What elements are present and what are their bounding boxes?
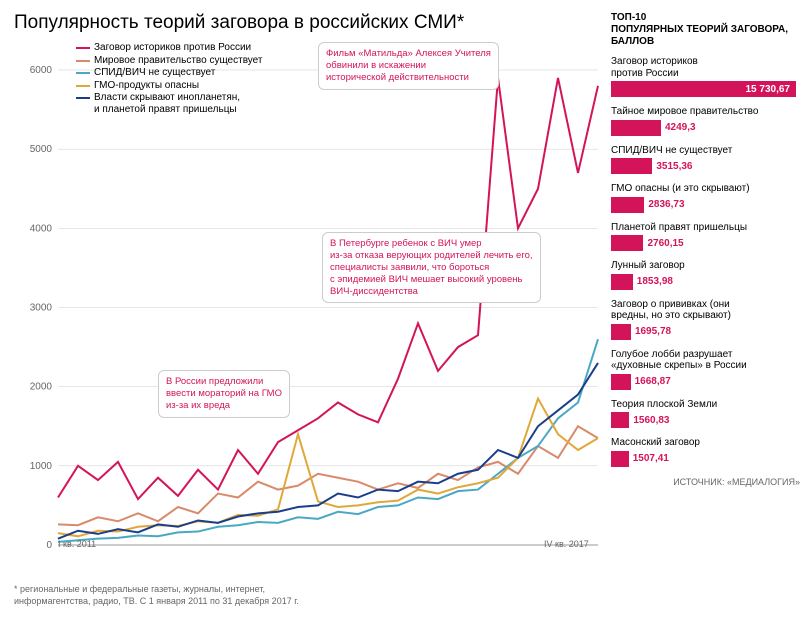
- bar-row: 1507,41: [611, 451, 800, 467]
- bar-rect: [611, 197, 644, 213]
- legend-label: ГМО-продукты опасны: [94, 80, 199, 92]
- callout: В России предложиливвести мораторий на Г…: [158, 370, 290, 418]
- bar-value: 1507,41: [633, 453, 669, 464]
- legend-item: Власти скрывают инопланетян,и планетой п…: [76, 92, 263, 115]
- bar-item: Лунный заговор 1853,98: [611, 260, 800, 290]
- root: Популярность теорий заговора в российски…: [0, 0, 810, 632]
- bar-item: Масонский заговор 1507,41: [611, 437, 800, 467]
- bar-label: Планетой правят пришельцы: [611, 222, 800, 234]
- bar-row: 3515,36: [611, 158, 800, 174]
- bar-item: Тайное мировое правительство 4249,3: [611, 106, 800, 136]
- bar-rect: [611, 412, 629, 428]
- bar-value: 15 730,67: [746, 84, 791, 95]
- bar-rect: [611, 120, 661, 136]
- svg-text:3000: 3000: [30, 303, 53, 314]
- svg-text:0: 0: [46, 540, 52, 551]
- legend-label: Власти скрывают инопланетян,и планетой п…: [94, 92, 240, 115]
- bar-value: 1668,87: [635, 376, 671, 387]
- bar-item: ГМО опасны (и это скрывают) 2836,73: [611, 183, 800, 213]
- legend-swatch: [76, 85, 90, 87]
- legend-label: СПИД/ВИЧ не существует: [94, 67, 215, 79]
- x-end-label: IV кв. 2017: [544, 539, 589, 549]
- legend-item: Мировое правительство существует: [76, 55, 263, 67]
- bar-label: Голубое лобби разрушает«духовные скрепы»…: [611, 349, 800, 372]
- bar-row: 15 730,67: [611, 81, 800, 97]
- bar-value: 1853,98: [637, 276, 673, 287]
- bar-rect: [611, 274, 633, 290]
- bar-item: Планетой правят пришельцы 2760,15: [611, 222, 800, 252]
- bar-label: Тайное мировое правительство: [611, 106, 800, 118]
- top10-panel: ТОП-10ПОПУЛЯРНЫХ ТЕОРИЙ ЗАГОВОРА,БАЛЛОВ …: [605, 0, 810, 632]
- bar-label: ГМО опасны (и это скрывают): [611, 183, 800, 195]
- bar-label: Масонский заговор: [611, 437, 800, 449]
- bar-label: Заговор о прививках (онивредны, но это с…: [611, 299, 800, 322]
- legend-item: Заговор историков против России: [76, 42, 263, 54]
- bar-item: Заговор о прививках (онивредны, но это с…: [611, 299, 800, 340]
- bar-rect: [611, 324, 631, 340]
- bar-rect: [611, 158, 652, 174]
- bar-label: Лунный заговор: [611, 260, 800, 272]
- bar-rect: [611, 451, 629, 467]
- x-start-label: I кв. 2011: [58, 539, 96, 549]
- bar-row: 2760,15: [611, 235, 800, 251]
- bar-rect: [611, 374, 631, 390]
- legend-swatch: [76, 60, 90, 62]
- top10-bars: Заговор историковпротив России 15 730,67 Т…: [611, 56, 800, 467]
- top10-title: ТОП-10ПОПУЛЯРНЫХ ТЕОРИЙ ЗАГОВОРА,БАЛЛОВ: [611, 12, 800, 48]
- bar-item: Голубое лобби разрушает«духовные скрепы»…: [611, 349, 800, 390]
- legend-item: СПИД/ВИЧ не существует: [76, 67, 263, 79]
- callout: Фильм «Матильда» Алексея Учителяобвинили…: [318, 42, 499, 90]
- legend-label: Мировое правительство существует: [94, 55, 263, 67]
- svg-text:6000: 6000: [30, 65, 53, 76]
- bar-row: 1853,98: [611, 274, 800, 290]
- line-chart: 0 1000 2000 3000 4000 5000 6000: [14, 40, 604, 580]
- bar-value: 4249,3: [665, 122, 696, 133]
- bar-value: 2760,15: [647, 238, 683, 249]
- bar-item: СПИД/ВИЧ не существует 3515,36: [611, 145, 800, 175]
- legend-swatch: [76, 47, 90, 49]
- bar-item: Заговор историковпротив России 15 730,67: [611, 56, 800, 97]
- svg-text:5000: 5000: [30, 144, 53, 155]
- bar-row: 1695,78: [611, 324, 800, 340]
- callout: В Петербурге ребенок с ВИЧ умериз-за отк…: [322, 232, 541, 303]
- legend: Заговор историков против РоссииМировое п…: [76, 42, 263, 116]
- source-label: ИСТОЧНИК: «МЕДИАЛОГИЯ»: [611, 477, 800, 487]
- legend-item: ГМО-продукты опасны: [76, 80, 263, 92]
- bar-label: СПИД/ВИЧ не существует: [611, 145, 800, 157]
- bar-item: Теория плоской Земли 1560,83: [611, 399, 800, 429]
- bar-row: 2836,73: [611, 197, 800, 213]
- bar-row: 1668,87: [611, 374, 800, 390]
- bar-row: 4249,3: [611, 120, 800, 136]
- bar-value: 3515,36: [656, 161, 692, 172]
- svg-text:1000: 1000: [30, 461, 53, 472]
- bar-label: Заговор историковпротив России: [611, 56, 800, 79]
- legend-label: Заговор историков против России: [94, 42, 251, 54]
- footnote: * региональные и федеральные газеты, жур…: [14, 584, 605, 607]
- bar-value: 1560,83: [633, 415, 669, 426]
- bar-label: Теория плоской Земли: [611, 399, 800, 411]
- bar-row: 1560,83: [611, 412, 800, 428]
- svg-text:4000: 4000: [30, 223, 53, 234]
- main-title: Популярность теорий заговора в российски…: [14, 12, 605, 34]
- legend-swatch: [76, 72, 90, 74]
- bar-rect: [611, 235, 643, 251]
- legend-swatch: [76, 97, 90, 99]
- bar-value: 1695,78: [635, 326, 671, 337]
- bar-rect: 15 730,67: [611, 81, 796, 97]
- chart-panel: Популярность теорий заговора в российски…: [0, 0, 605, 632]
- svg-text:2000: 2000: [30, 382, 53, 393]
- bar-value: 2836,73: [648, 199, 684, 210]
